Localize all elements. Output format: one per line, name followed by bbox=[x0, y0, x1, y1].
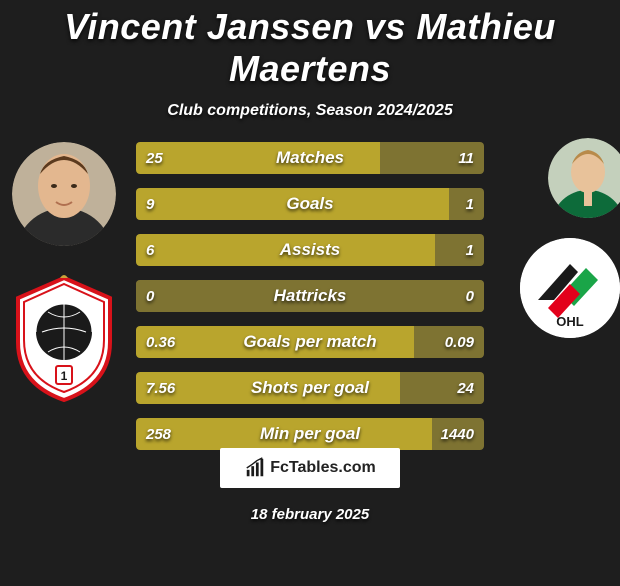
club1-logo: 1 bbox=[10, 274, 118, 402]
player2-column: OHL bbox=[496, 142, 616, 338]
brand-text: FcTables.com bbox=[270, 459, 376, 477]
stat-row: 61Assists bbox=[136, 234, 484, 266]
stat-label: Hattricks bbox=[136, 280, 484, 312]
date-text: 18 february 2025 bbox=[0, 506, 620, 523]
stat-label: Goals per match bbox=[136, 326, 484, 358]
season-subtitle: Club competitions, Season 2024/2025 bbox=[0, 102, 620, 120]
comparison-panel: 1 OHL bbox=[0, 142, 620, 472]
player1-column: 1 bbox=[4, 142, 124, 402]
brand-badge: FcTables.com bbox=[220, 448, 400, 488]
chart-icon bbox=[244, 457, 266, 479]
stat-label: Shots per goal bbox=[136, 372, 484, 404]
club2-logo: OHL bbox=[520, 238, 620, 338]
stat-row: 00Hattricks bbox=[136, 280, 484, 312]
stat-label: Min per goal bbox=[136, 418, 484, 450]
player2-avatar bbox=[548, 138, 620, 218]
svg-text:OHL: OHL bbox=[556, 314, 584, 329]
stat-bars: 2511Matches 91Goals 61Assists 00Hattricks 0.… bbox=[136, 142, 484, 450]
stat-label: Assists bbox=[136, 234, 484, 266]
stat-label: Matches bbox=[136, 142, 484, 174]
player1-avatar bbox=[12, 142, 116, 246]
stat-label: Goals bbox=[136, 188, 484, 220]
svg-text:1: 1 bbox=[61, 369, 68, 383]
stat-row: 7.5624Shots per goal bbox=[136, 372, 484, 404]
stat-row: 2511Matches bbox=[136, 142, 484, 174]
stat-row: 2581440Min per goal bbox=[136, 418, 484, 450]
page-title: Vincent Janssen vs Mathieu Maertens bbox=[0, 6, 620, 90]
stat-row: 91Goals bbox=[136, 188, 484, 220]
stat-row: 0.360.09Goals per match bbox=[136, 326, 484, 358]
